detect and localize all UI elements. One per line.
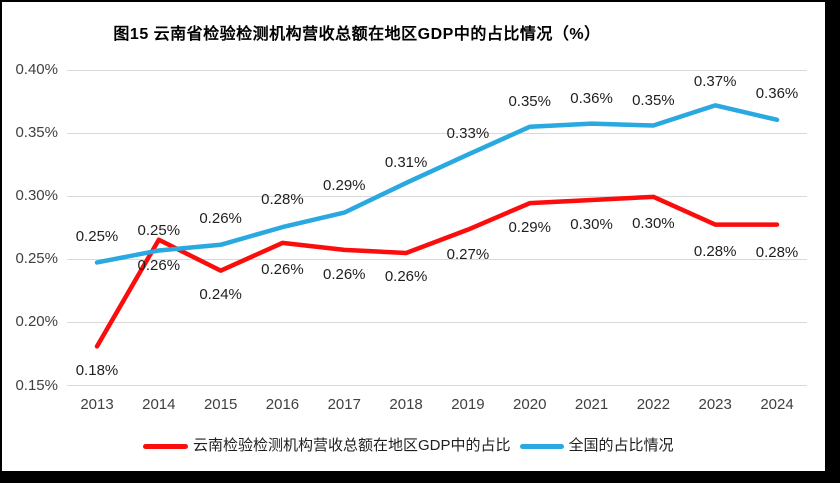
- data-label: 0.28%: [261, 191, 304, 209]
- legend-swatch-national: [519, 443, 564, 449]
- y-axis-tick-label: 0.20%: [15, 313, 58, 331]
- y-axis-tick-label: 0.40%: [15, 61, 58, 78]
- gridline: [67, 385, 807, 386]
- data-label: 0.25%: [137, 221, 181, 239]
- chart-title: 图15 云南省检验检测机构营收总额在地区GDP中的占比情况（%）: [113, 26, 601, 43]
- data-label: 0.36%: [570, 89, 613, 107]
- x-axis-tick-label: 2016: [265, 396, 300, 413]
- data-label: 0.29%: [322, 176, 366, 194]
- data-label: 0.30%: [570, 215, 613, 233]
- data-label: 0.28%: [755, 243, 799, 261]
- y-axis-tick-label: 0.30%: [15, 187, 58, 205]
- data-label: 0.36%: [755, 84, 799, 102]
- gridline: [67, 321, 807, 323]
- legend-label-yunnan: 云南检验检测机构营收总额在地区GDP中的占比: [193, 437, 511, 454]
- data-label: 0.24%: [199, 285, 242, 303]
- data-label: 0.25%: [75, 228, 119, 246]
- data-label: 0.35%: [632, 91, 675, 109]
- x-axis-tick-label: 2013: [80, 396, 114, 413]
- data-label: 0.30%: [632, 214, 675, 232]
- legend: 云南检验检测机构营收总额在地区GDP中的占比 全国的占比情况: [143, 437, 674, 455]
- data-label: 0.28%: [693, 242, 737, 260]
- data-label: 0.33%: [446, 124, 490, 142]
- x-axis-tick-label: 2018: [389, 396, 423, 413]
- data-label: 0.26%: [384, 267, 428, 285]
- x-axis-tick-label: 2024: [760, 396, 794, 413]
- data-label: 0.29%: [508, 219, 551, 237]
- y-axis-tick-label: 0.25%: [15, 250, 58, 268]
- x-axis-tick-label: 2017: [327, 396, 361, 413]
- data-label: 0.27%: [446, 245, 490, 263]
- data-label: 0.18%: [75, 362, 119, 380]
- y-axis-tick-label: 0.35%: [15, 124, 58, 142]
- legend-label-national: 全国的占比情况: [568, 437, 674, 454]
- legend-swatch-yunnan: [143, 443, 188, 449]
- x-axis-tick-label: 2022: [636, 396, 671, 413]
- gridline: [67, 69, 807, 71]
- gridline: [67, 195, 807, 197]
- x-axis-tick-label: 2023: [698, 396, 732, 413]
- data-label: 0.26%: [199, 209, 242, 227]
- data-label: 0.31%: [384, 153, 428, 171]
- x-axis-tick-label: 2014: [142, 396, 176, 413]
- data-label: 0.26%: [137, 257, 181, 275]
- x-axis-tick-label: 2021: [574, 396, 609, 413]
- x-axis-tick-label: 2015: [203, 396, 238, 413]
- x-axis-tick-label: 2019: [451, 396, 485, 413]
- y-axis-tick-label: 0.15%: [15, 376, 58, 394]
- x-axis-tick-label: 2020: [513, 396, 547, 413]
- data-label: 0.26%: [322, 265, 366, 283]
- data-label: 0.26%: [261, 260, 304, 278]
- data-label: 0.37%: [693, 73, 737, 91]
- data-label: 0.35%: [508, 92, 551, 110]
